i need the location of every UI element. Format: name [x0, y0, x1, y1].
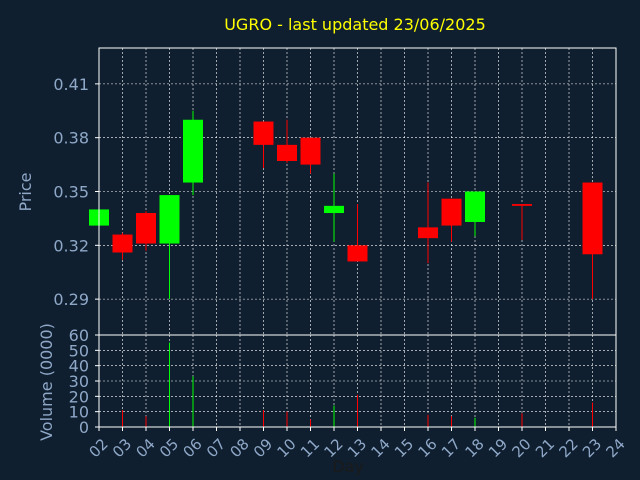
day-x-tick-label: 04 — [133, 435, 159, 461]
volume-y-tick-label: 10 — [69, 403, 89, 422]
candle-body — [112, 234, 133, 253]
day-x-tick-label: 05 — [156, 435, 182, 461]
day-x-tick-label: 03 — [109, 435, 135, 461]
day-x-tick-label: 19 — [485, 435, 511, 461]
day-x-tick-label: 22 — [556, 435, 582, 461]
price-y-ticks: 0.29 0.32 0.35 0.38 0.41 — [53, 75, 99, 309]
day-x-tick-label: 17 — [438, 435, 464, 461]
candle-body — [465, 191, 485, 222]
candle-body — [277, 144, 297, 162]
candle-body — [183, 119, 203, 183]
day-x-tick-label: 21 — [532, 435, 558, 461]
day-x-tick-label: 14 — [368, 435, 394, 461]
volume-y-tick-label: 40 — [69, 357, 89, 376]
price-candles — [89, 110, 603, 300]
price-grid — [98, 48, 617, 335]
volume-y-tick-label: 30 — [69, 372, 89, 391]
candle-body — [253, 121, 274, 145]
candle-body — [300, 137, 321, 165]
price-y-tick-label: 0.41 — [53, 75, 89, 94]
day-x-tick-label: 15 — [391, 435, 417, 461]
day-x-tick-label: 24 — [603, 435, 629, 461]
price-y-tick-label: 0.35 — [53, 183, 89, 202]
volume-bars — [122, 342, 593, 427]
candle-body — [512, 204, 532, 206]
volume-y-tick-label: 50 — [69, 341, 89, 360]
volume-axis-label: Volume (0000) — [37, 323, 56, 441]
day-x-tick-label: 16 — [415, 435, 441, 461]
candle-body — [136, 213, 156, 244]
day-x-tick-label: 08 — [227, 435, 253, 461]
price-panel: 0.29 0.32 0.35 0.38 0.41 Price — [16, 47, 617, 336]
price-y-tick-label: 0.29 — [53, 290, 89, 309]
volume-y-tick-label: 20 — [69, 387, 89, 406]
candle-body — [441, 198, 462, 226]
price-y-tick-label: 0.38 — [53, 129, 89, 148]
day-x-tick-label: 10 — [274, 435, 300, 461]
candle-body — [582, 182, 603, 255]
candle-body — [418, 227, 438, 239]
day-x-tick-label: 09 — [250, 435, 276, 461]
day-x-tick-label: 11 — [297, 435, 323, 461]
candle-body — [347, 245, 368, 262]
day-x-tick-label: 02 — [86, 435, 112, 461]
price-y-tick-label: 0.32 — [53, 236, 89, 255]
day-x-tick-label: 07 — [203, 435, 229, 461]
day-axis-label: Day — [332, 457, 364, 476]
volume-y-tick-label: 60 — [69, 326, 89, 345]
volume-y-tick-label: 0 — [79, 418, 89, 437]
chart-title: UGRO - last updated 23/06/2025 — [224, 15, 486, 34]
price-axis-label: Price — [16, 172, 35, 211]
day-x-tick-label: 06 — [180, 435, 206, 461]
day-x-tick-label: 20 — [509, 435, 535, 461]
candle-body — [324, 205, 344, 214]
day-x-tick-label: 23 — [579, 435, 605, 461]
candle-body — [159, 195, 180, 244]
day-x-tick-label: 18 — [462, 435, 488, 461]
